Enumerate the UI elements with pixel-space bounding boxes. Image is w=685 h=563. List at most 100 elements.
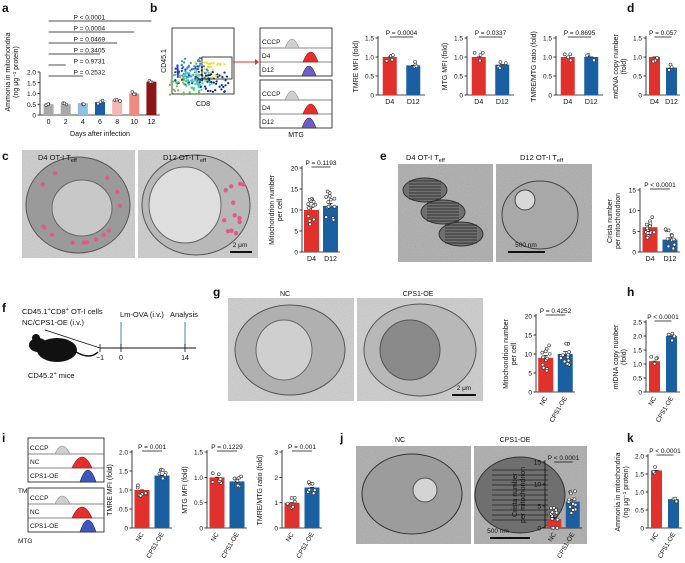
flow-event xyxy=(203,61,206,64)
data-point xyxy=(293,499,297,504)
flow-event xyxy=(181,78,184,81)
flow-event xyxy=(197,59,201,63)
flow-event xyxy=(211,68,215,72)
panel-letter: h xyxy=(627,285,634,299)
data-point xyxy=(216,472,221,477)
flow-event xyxy=(209,89,212,93)
y-tick-label: 15 xyxy=(629,188,637,195)
mouse-icon xyxy=(32,334,40,342)
data-point xyxy=(326,204,331,209)
bar xyxy=(129,93,140,115)
x-tick-label: CPS1-OE xyxy=(549,395,570,424)
y-tick-label: 1 xyxy=(274,500,278,507)
flow-event xyxy=(186,66,189,69)
p-value: P = 0.0337 xyxy=(475,30,507,37)
bar xyxy=(495,64,510,95)
data-point xyxy=(592,58,596,63)
data-point xyxy=(143,491,148,495)
y-tick-label: 2 xyxy=(274,475,278,482)
y-tick-label: 2.0 xyxy=(27,70,36,77)
y-axis-label: MTG MFI (fold) xyxy=(442,43,449,90)
data-point xyxy=(566,358,571,363)
p-value: P = 0.001 xyxy=(138,444,166,451)
data-point xyxy=(138,493,143,498)
y-tick-label: 0.5 xyxy=(194,500,203,507)
data-point xyxy=(569,491,573,496)
y-tick-label: 0.5 xyxy=(454,74,463,81)
flow-event xyxy=(199,62,202,66)
flow-event xyxy=(208,62,211,65)
flow-event xyxy=(203,85,207,88)
subscript: eff xyxy=(200,158,206,164)
x-tick-label: NC xyxy=(649,531,660,543)
y-tick-label: 5 xyxy=(632,229,636,236)
y-tick-label: 0.5 xyxy=(27,102,36,109)
data-point xyxy=(562,52,567,57)
y-axis-label: per mitochondrion xyxy=(615,193,622,249)
data-point xyxy=(653,465,657,469)
y-tick-label: 15 xyxy=(291,187,299,194)
bar-chart: 0 0.5 1.0 1.5 2.0 2.5 mtDNA copy number (fold) N… xyxy=(613,314,680,424)
y-tick-label: 0 xyxy=(537,526,541,533)
flow-event xyxy=(182,77,185,80)
flow-event xyxy=(188,72,191,75)
flow-event xyxy=(182,91,185,94)
flow-event xyxy=(182,72,185,75)
flow-event xyxy=(197,86,200,89)
hist-cccp xyxy=(54,495,71,505)
data-point xyxy=(566,55,570,60)
flow-event xyxy=(184,71,187,75)
schematic: CD45.1+CD8+ OT-I cells NC/CPS1-OE (i.v.) L… xyxy=(22,307,198,380)
flow-event xyxy=(182,78,186,82)
flow-event xyxy=(196,82,199,86)
flow-event xyxy=(187,64,191,67)
y-tick-label: 5 xyxy=(528,371,532,378)
image-title: NC xyxy=(280,291,290,298)
flow-event xyxy=(214,89,217,92)
histogram-stack: CCCP D4 D12 MTG xyxy=(259,79,333,139)
y-tick-label: 5 xyxy=(537,504,541,511)
data-point xyxy=(571,508,575,512)
mito-marker xyxy=(115,189,120,195)
flow-event xyxy=(172,74,176,77)
mito-marker xyxy=(237,181,243,186)
flow-event xyxy=(209,65,212,68)
flow-event xyxy=(190,75,193,78)
y-tick-label: 1.0 xyxy=(635,490,644,497)
y-axis-label: TMRE MFI (fold) xyxy=(107,464,114,516)
data-point xyxy=(289,496,294,500)
flow-event xyxy=(191,82,194,85)
hist-label: D4 xyxy=(262,53,271,60)
bar xyxy=(406,65,421,95)
x-tick-label: D12 xyxy=(324,256,337,263)
hist-d12 xyxy=(301,117,317,129)
flow-event xyxy=(168,83,172,86)
x-tick-label: CPS1-OE xyxy=(145,531,166,560)
bar xyxy=(323,205,338,252)
data-point xyxy=(329,197,333,202)
flow-event xyxy=(176,68,179,71)
panel-letter: g xyxy=(213,285,220,299)
flow-event xyxy=(224,84,227,87)
flow-y-label: CD45.1 xyxy=(161,49,168,73)
mito-marker xyxy=(101,232,106,238)
flow-event xyxy=(194,65,197,68)
data-point xyxy=(569,511,574,515)
p-value: P = 0.0004 xyxy=(74,26,106,33)
flow-event xyxy=(182,93,185,96)
bar-chart: 0 0.5 1.0 1.5 2.0 TMRE MFI (fold) NC CPS1-OE P =… xyxy=(107,444,172,560)
y-tick-label: 0.5 xyxy=(543,74,552,81)
y-axis-label: mtDNA copy number xyxy=(613,34,620,99)
bar-chart: 0 0.5 1.0 1.5 MTG MFI (fold) NC CPS1-OE P = 0.1… xyxy=(182,444,247,560)
label: CD45.1+CD8+ OT-I cells xyxy=(22,307,103,316)
flow-event xyxy=(174,89,177,93)
flow-event xyxy=(224,79,227,82)
panel-letter: e xyxy=(380,149,387,163)
data-point xyxy=(46,102,50,106)
em-image-d4 xyxy=(22,150,135,258)
data-point xyxy=(670,331,675,336)
superscript: + xyxy=(47,307,50,313)
flow-event xyxy=(186,71,189,74)
mito-marker xyxy=(231,200,236,205)
flow-event xyxy=(206,69,209,72)
